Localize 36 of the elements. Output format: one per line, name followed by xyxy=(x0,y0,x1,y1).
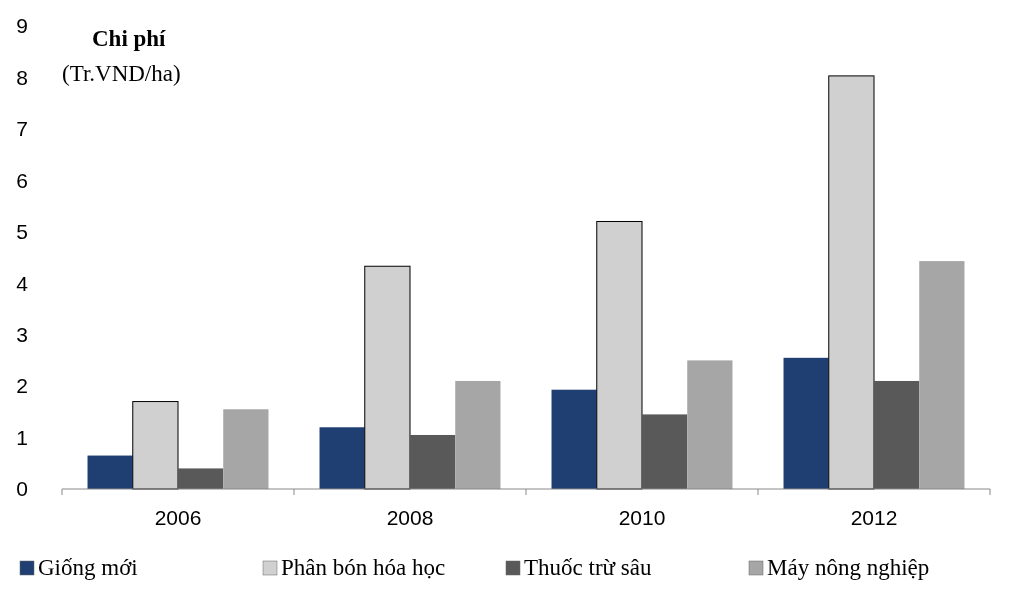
bar xyxy=(687,360,733,489)
x-tick-label: 2012 xyxy=(850,506,898,529)
bar xyxy=(642,414,688,489)
bar xyxy=(783,357,829,489)
bar xyxy=(828,75,875,490)
legend-label: Máy nông nghiệp xyxy=(767,555,930,580)
y-tick-label: 0 xyxy=(16,477,28,501)
x-tick-label: 2008 xyxy=(386,506,434,529)
bar xyxy=(132,401,179,490)
bar xyxy=(178,468,224,489)
legend-label: Phân bón hóa học xyxy=(281,555,446,580)
chart-title: Chi phí xyxy=(92,26,167,51)
bar xyxy=(596,220,643,490)
bar xyxy=(223,409,269,489)
y-tick-label: 4 xyxy=(16,271,29,295)
bar xyxy=(319,427,365,489)
y-tick-label: 9 xyxy=(16,14,28,38)
y-tick-label: 1 xyxy=(16,425,28,449)
bar xyxy=(87,455,133,489)
bar xyxy=(919,261,965,489)
y-tick-label: 2 xyxy=(16,374,28,398)
y-tick-label: 8 xyxy=(16,65,28,89)
legend-label: Thuốc trừ sâu xyxy=(524,555,652,580)
legend-label: Giống mới xyxy=(38,555,138,580)
y-tick-label: 3 xyxy=(16,323,28,347)
y-axis-title: (Tr.VND/ha) xyxy=(62,61,181,86)
x-tick-label: 2006 xyxy=(154,506,202,529)
y-tick-label: 5 xyxy=(16,220,28,244)
bar xyxy=(551,389,597,489)
bar xyxy=(874,380,920,489)
bar xyxy=(455,380,501,489)
y-tick-label: 6 xyxy=(16,168,28,192)
x-tick-label: 2010 xyxy=(618,506,666,529)
y-tick-label: 7 xyxy=(16,117,28,141)
bar xyxy=(364,265,411,490)
bar xyxy=(410,434,456,489)
